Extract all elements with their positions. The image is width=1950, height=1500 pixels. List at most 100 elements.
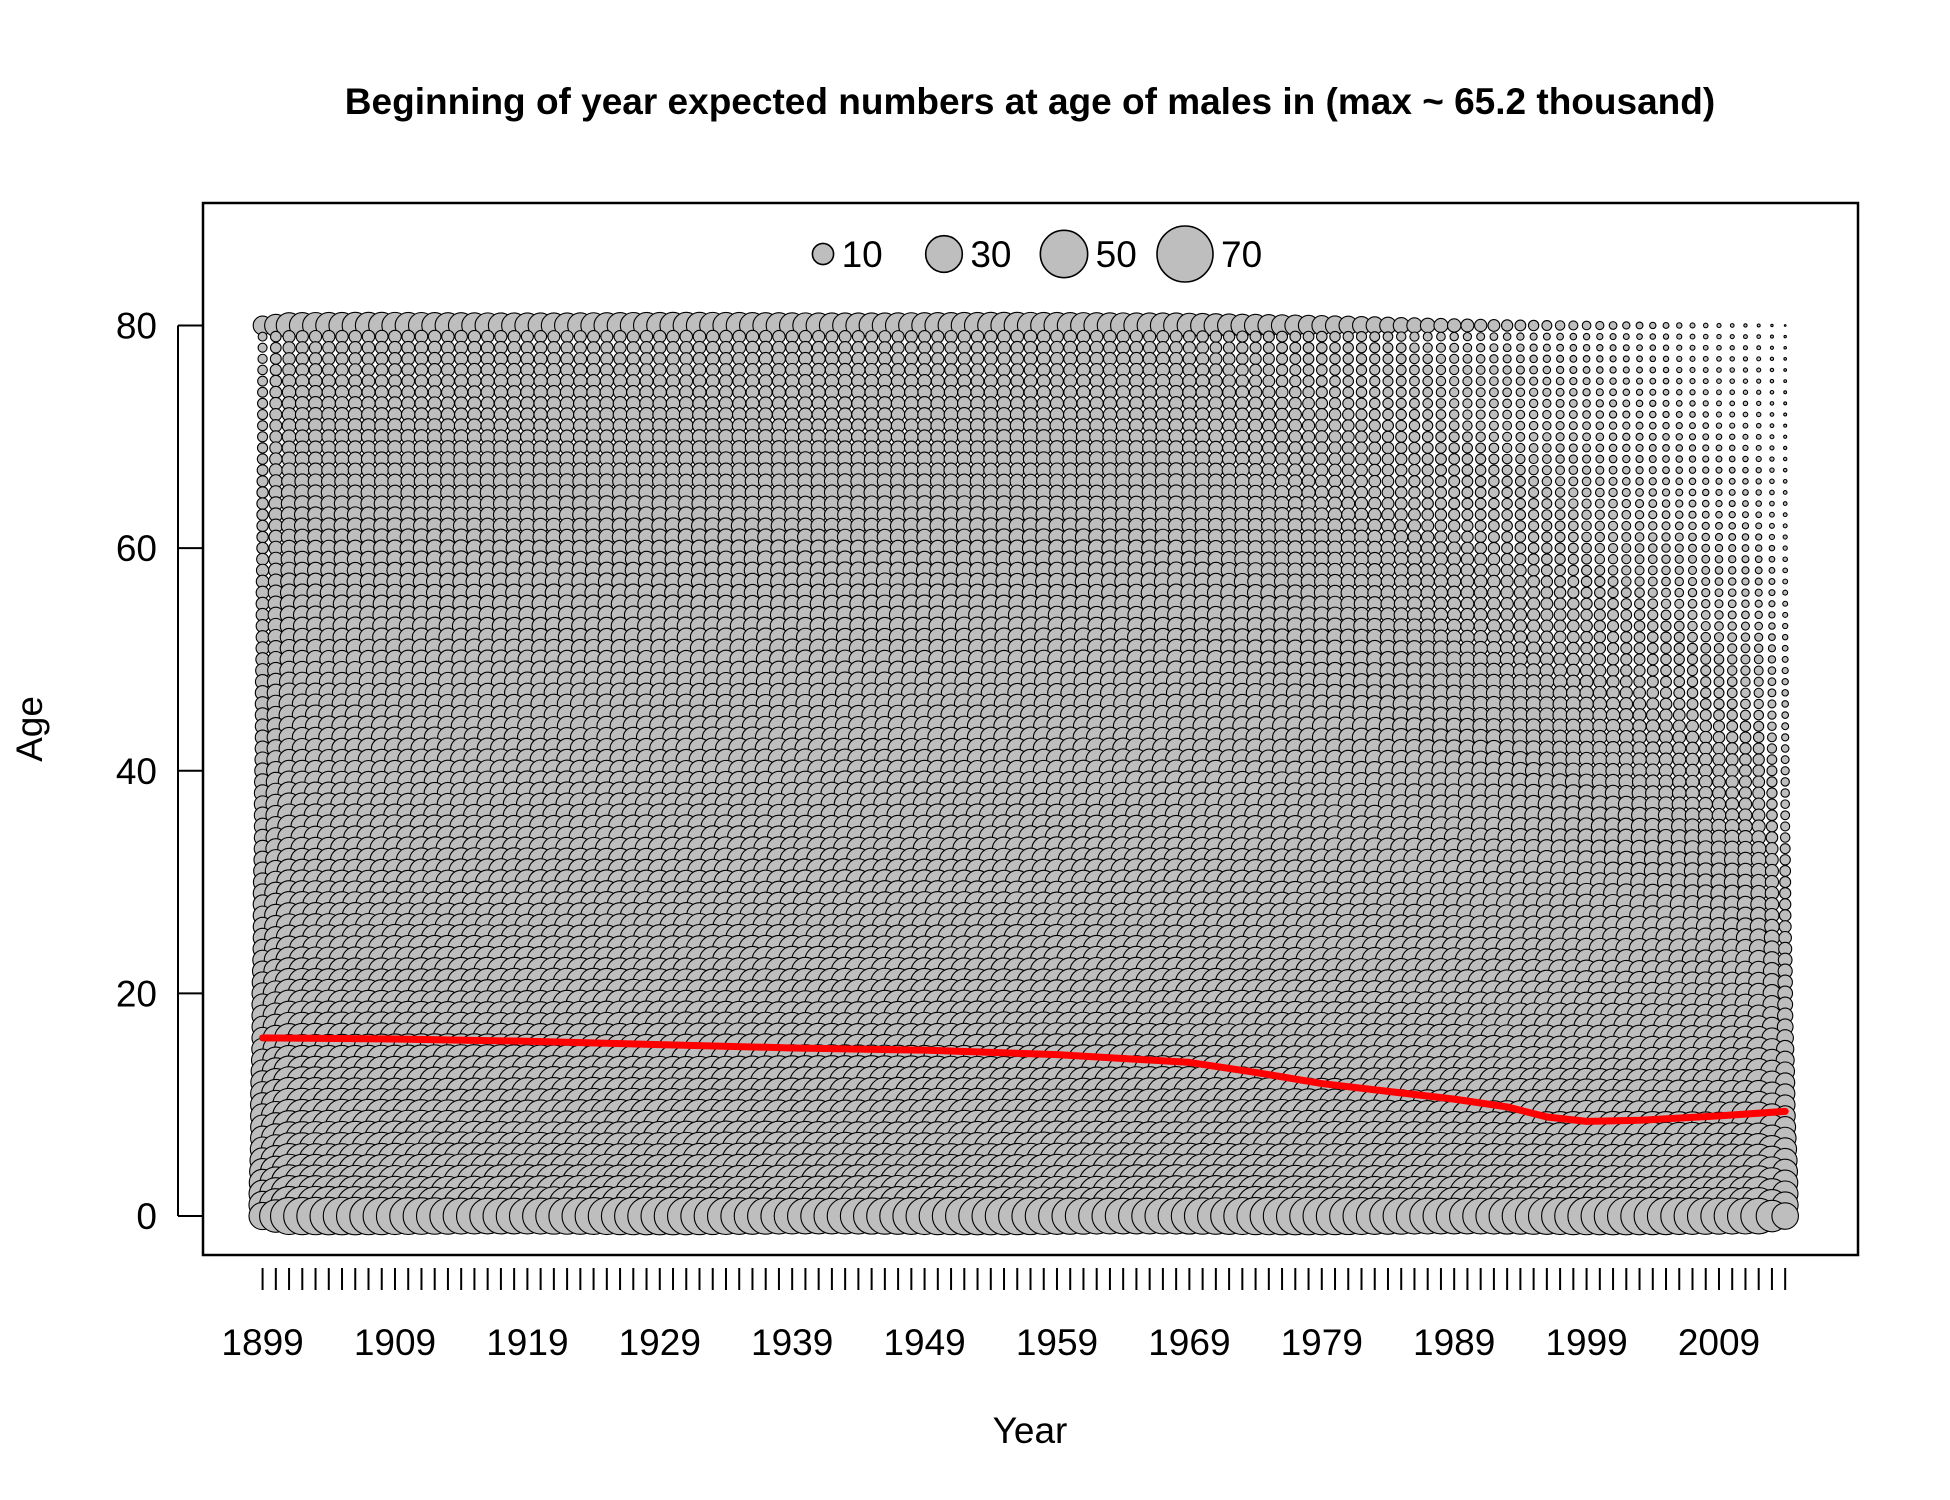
bubble [1783,423,1788,428]
bubble [1382,386,1394,398]
bubble [1569,343,1578,352]
bubble [1621,476,1631,486]
bubble [257,397,269,409]
bubble [1766,787,1778,799]
bubble [1541,542,1553,554]
bubble [1727,621,1737,631]
bubble [1328,408,1342,421]
bubble [1727,610,1737,620]
bubble [257,375,269,387]
bubble [1716,344,1722,351]
bubble [1302,330,1315,343]
bubble [1756,356,1762,362]
bubble [1688,543,1697,553]
bubble [1633,675,1646,688]
bubble [1740,643,1751,654]
bubble [1712,731,1726,744]
bubble [1315,397,1329,410]
bubble [1755,433,1762,440]
bubble [1755,500,1762,507]
bubble [1394,475,1408,488]
bubble [1702,355,1709,362]
bubble [1633,620,1646,632]
bubble [1435,420,1447,432]
bubble [1516,343,1525,352]
bubble [1555,443,1565,453]
bubble [1436,331,1446,342]
bubble [1662,388,1670,396]
bubble [1502,431,1513,442]
bubble [1753,687,1764,698]
bubble [322,352,336,366]
bubble [269,430,283,444]
bubble [1662,477,1671,486]
bubble [1700,653,1712,665]
bubble [1582,410,1591,419]
bubble [1688,433,1697,441]
bubble [878,330,892,344]
bubble [1462,342,1473,353]
bubble [1395,441,1408,455]
bubble [1288,385,1302,399]
bubble [1593,642,1607,655]
bubble [348,340,363,355]
bubble [1473,318,1488,333]
bubble [1699,698,1712,710]
bubble [1727,566,1737,575]
bubble [1434,530,1448,544]
bubble [1702,400,1709,407]
bubble [970,352,985,366]
bubble [1769,445,1775,451]
bubble [1674,543,1684,553]
bubble [1302,341,1315,354]
bubble [1714,621,1724,631]
bubble [1609,377,1617,385]
bubble [1262,330,1275,343]
bubble [1448,431,1460,443]
bubble [1475,442,1487,454]
bubble [1474,464,1487,476]
bubble [1608,509,1619,520]
bubble [1673,675,1686,688]
bubble [1661,543,1671,553]
bubble [1608,454,1618,464]
bubble [1607,608,1620,621]
bubble [1369,353,1381,365]
bubble [1715,521,1723,530]
bubble [1634,532,1645,542]
bubble [1729,389,1736,396]
bubble [1769,412,1775,417]
bubble [1581,564,1593,576]
bubble [891,341,905,355]
bubble [970,341,985,355]
bubble [1675,510,1684,519]
bubble [1675,477,1684,486]
bubble [1608,432,1618,442]
bubble [1767,666,1777,675]
bubble [864,341,879,355]
bubble [1635,454,1644,464]
bubble [1712,720,1726,733]
bubble [1434,508,1448,521]
bubble [1514,497,1527,510]
bubble [335,341,349,355]
bubble [1752,753,1765,766]
bubble [1741,599,1750,609]
bubble [1395,353,1407,365]
bubble [1689,389,1696,396]
bubble [1780,766,1790,776]
bubble [1689,322,1696,329]
bubble [1421,441,1434,454]
bubble [1460,541,1474,555]
bubble [1689,422,1696,430]
bubble [1675,466,1684,475]
bubble [1301,418,1316,433]
bubble [1569,332,1578,341]
bubble [1341,441,1355,455]
bubble [1782,523,1788,529]
bubble [1448,464,1461,477]
bubble [1620,642,1633,655]
bubble [1209,352,1223,366]
bubble [1488,431,1500,442]
bubble [1475,420,1486,431]
